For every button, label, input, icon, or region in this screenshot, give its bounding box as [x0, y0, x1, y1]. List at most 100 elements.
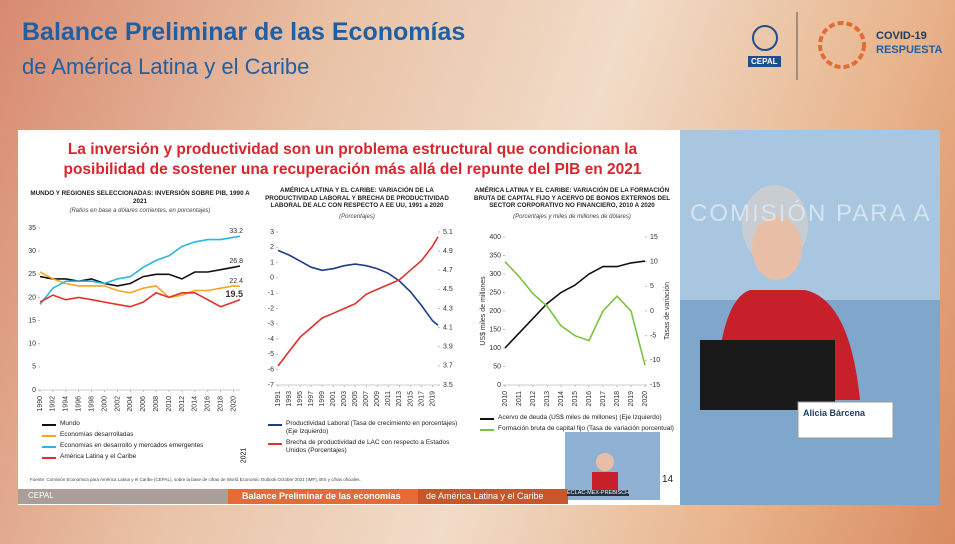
series-line — [39, 271, 241, 299]
chart-subtitle: (Porcentajes) — [339, 214, 375, 220]
footer-logo: CEPAL — [28, 491, 54, 500]
x-tick-label: 2016 — [205, 396, 212, 412]
data-label: 26.8 — [229, 258, 243, 265]
legend: Mundo Economías desarrolladas Economías en… — [42, 420, 252, 462]
covid-logo — [818, 21, 866, 69]
x-tick-label: 1997 — [308, 391, 315, 407]
series-line — [277, 249, 439, 326]
legend-swatch — [42, 457, 56, 460]
y-tick-label: 1 — [270, 259, 274, 266]
chart-title: AMÉRICA LATINA Y EL CARIBE: VARIACIÓN DE… — [473, 187, 671, 210]
y-tick-label: 2 — [270, 244, 274, 251]
y-tick-label: 25 — [28, 271, 36, 278]
legend-swatch — [42, 446, 56, 449]
legend-swatch — [480, 429, 494, 432]
x-tick-label: 2011 — [385, 391, 392, 406]
y-tick-label: 300 — [489, 271, 501, 278]
legend-label: América Latina y el Caribe — [60, 453, 137, 461]
x-tick-label: 2010 — [166, 396, 173, 412]
legend-swatch — [268, 424, 282, 426]
y2-tick-label: 3.7 — [443, 363, 453, 370]
y-tick-label: -5 — [268, 351, 274, 358]
page-number: 14 — [662, 474, 674, 485]
x-tick-label: 1998 — [88, 396, 95, 412]
laptop — [700, 340, 835, 410]
series-line — [504, 261, 646, 366]
y2-tick-label: 4.9 — [443, 248, 453, 255]
y2-tick-label: 3.5 — [443, 382, 453, 389]
y2-tick-label: 15 — [650, 234, 658, 241]
x-tick-label: 2014 — [192, 396, 199, 412]
legend-label: Economías en desarrollo y mercados emerg… — [60, 442, 204, 450]
chart-subtitle: (Porcentajes y miles de millones de dóla… — [513, 214, 631, 220]
x-tick-label: 2000 — [101, 396, 108, 412]
y2-tick-label: 5.1 — [443, 229, 453, 236]
un-logo — [752, 25, 778, 51]
x-tick-label: 2012 — [530, 391, 537, 407]
legend-item: Economías desarrolladas — [42, 431, 252, 439]
y2-tick-label: 4.5 — [443, 286, 453, 293]
x-tick-label: 2019 — [628, 391, 635, 407]
legend-label: Formación bruta de capital fijo (Tasa de… — [498, 425, 674, 433]
x-tick-label: 1999 — [319, 391, 326, 407]
x-tick-label: 2015 — [407, 391, 414, 407]
x-tick-label: 2016 — [586, 391, 593, 407]
y-tick-label: -4 — [268, 336, 274, 343]
x-tick-label: 2019 — [429, 391, 436, 407]
series-line — [277, 236, 439, 367]
legend-label: Brecha de productividad de LAC con respe… — [286, 439, 450, 455]
legend-item: Formación bruta de capital fijo (Tasa de… — [480, 425, 680, 433]
x-tick-label: 2020 — [230, 396, 237, 412]
y-tick-label: 250 — [489, 289, 501, 296]
series-line — [39, 235, 241, 305]
x-tick-label: 2005 — [352, 391, 359, 407]
y-tick-label: 5 — [32, 364, 36, 371]
y-tick-label: 0 — [32, 387, 36, 394]
legend-item: Productividad Laboral (Tasa de crecimien… — [268, 420, 463, 436]
x-tick-label: 2012 — [179, 396, 186, 412]
footer-left — [18, 489, 228, 504]
x-tick-label: 1991 — [275, 391, 282, 407]
x-tick-label: 2001 — [330, 391, 337, 407]
y2-tick-label: 4.1 — [443, 324, 453, 331]
y-tick-label: 15 — [28, 317, 36, 324]
series-line — [504, 260, 646, 349]
y2-tick-label: 4.3 — [443, 305, 453, 312]
y-tick-label: 0 — [497, 382, 501, 389]
y-tick-label: 0 — [270, 275, 274, 282]
y-axis-label: US$ miles de millones — [480, 276, 487, 346]
footer-text: de América Latina y el Caribe — [426, 491, 544, 501]
legend-label: Economías desarrolladas — [60, 431, 134, 439]
x-tick-label: 1995 — [297, 391, 304, 407]
y2-tick-label: 5 — [650, 283, 654, 290]
legend-swatch — [42, 424, 56, 426]
footer-text: Balance Preliminar de las economías — [242, 491, 401, 501]
legend-swatch — [480, 418, 494, 420]
x-tick-label: 2013 — [396, 391, 403, 407]
legend-item: América Latina y el Caribe — [42, 453, 252, 461]
y-tick-label: -2 — [268, 305, 274, 312]
y2-tick-label: 4.7 — [443, 267, 453, 274]
footer-right — [418, 489, 568, 504]
y-tick-label: 10 — [28, 341, 36, 348]
legend-item: Acervo de deuda (US$ miles de millones) … — [480, 414, 680, 422]
x-tick-label: 2008 — [153, 396, 160, 412]
legend-label: Productividad Laboral (Tasa de crecimien… — [286, 420, 458, 436]
legend-swatch — [42, 435, 56, 438]
y2-tick-label: 0 — [650, 308, 654, 315]
y2-tick-label: -5 — [650, 333, 656, 340]
y-tick-label: -6 — [268, 367, 274, 374]
x-tick-label: 2004 — [127, 396, 134, 412]
data-label: 19.5 — [225, 289, 243, 299]
x-tick-label: 2018 — [614, 391, 621, 407]
header-title: Balance Preliminar de las Economías — [22, 18, 466, 46]
x-tick-label: 1996 — [76, 396, 83, 412]
x-tick-label: 2020 — [642, 391, 649, 407]
inset-body — [592, 472, 618, 490]
y-tick-label: -7 — [268, 382, 274, 389]
y-tick-label: 35 — [28, 225, 36, 232]
y-tick-label: -1 — [268, 290, 274, 297]
legend-swatch — [268, 443, 282, 446]
x-tick-label: 2013 — [544, 391, 551, 407]
